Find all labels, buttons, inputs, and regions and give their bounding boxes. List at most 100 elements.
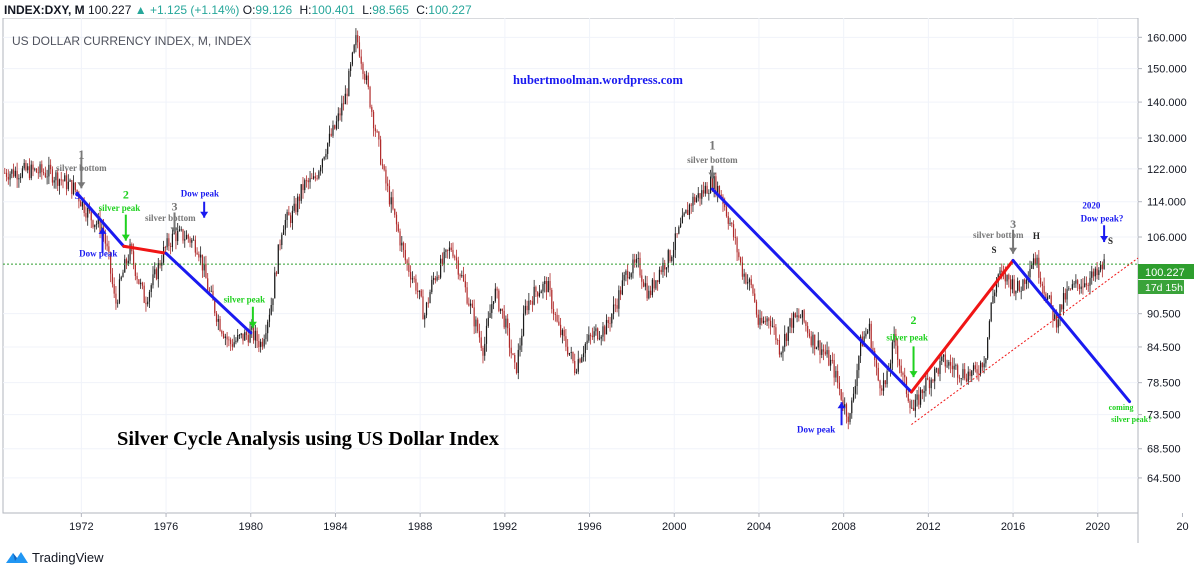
candle xyxy=(515,362,518,375)
candle xyxy=(1024,278,1026,291)
candle xyxy=(1094,266,1096,282)
candle xyxy=(448,241,451,259)
candle xyxy=(441,252,443,267)
trend-line[interactable] xyxy=(164,251,253,335)
candle xyxy=(387,176,389,193)
candle xyxy=(339,107,341,121)
candle xyxy=(454,254,456,261)
candle xyxy=(747,274,749,290)
candle xyxy=(697,187,699,202)
candle xyxy=(489,304,491,319)
arrow-icon xyxy=(1009,229,1018,254)
candle xyxy=(593,326,595,344)
candle xyxy=(962,363,964,381)
candle xyxy=(1031,261,1033,269)
candle xyxy=(794,312,796,319)
candle xyxy=(334,124,336,130)
candle xyxy=(612,296,615,320)
candle xyxy=(39,161,41,178)
candle xyxy=(397,221,399,233)
low-value: 98.565 xyxy=(372,3,409,17)
candle xyxy=(275,270,278,277)
candle xyxy=(284,213,286,236)
candle xyxy=(381,158,383,170)
candle xyxy=(902,371,904,383)
tradingview-brand[interactable]: TradingView xyxy=(6,547,104,567)
candle xyxy=(30,160,32,181)
candle xyxy=(831,352,833,364)
annotation-label: Dow peak xyxy=(79,249,117,259)
trend-line[interactable] xyxy=(122,244,168,255)
candle xyxy=(699,193,701,207)
candle xyxy=(505,315,507,334)
candle xyxy=(745,272,747,285)
candle xyxy=(1047,293,1049,301)
candle xyxy=(639,252,641,278)
candle xyxy=(155,267,158,281)
candle xyxy=(948,359,950,370)
support-line[interactable] xyxy=(911,257,1139,425)
candle xyxy=(27,163,29,174)
candle xyxy=(856,363,858,395)
candle xyxy=(35,168,38,173)
open-label: O: xyxy=(242,3,256,17)
candle xyxy=(230,337,232,351)
candle xyxy=(607,316,609,329)
candle xyxy=(665,267,668,278)
candle xyxy=(62,179,64,189)
candle xyxy=(95,220,98,230)
symbol-name[interactable]: INDEX:DXY, M xyxy=(4,3,85,17)
candle xyxy=(261,337,263,350)
candle xyxy=(634,253,636,268)
candle xyxy=(584,342,586,362)
candle xyxy=(964,362,966,381)
candle xyxy=(542,281,544,299)
candle xyxy=(404,243,406,265)
candle xyxy=(72,175,75,196)
candle xyxy=(521,328,523,352)
candle xyxy=(798,308,800,322)
trend-line[interactable] xyxy=(1011,258,1132,404)
candle xyxy=(228,336,230,347)
candle xyxy=(53,176,55,189)
trend-line[interactable] xyxy=(710,187,913,394)
candle xyxy=(701,184,703,205)
candle xyxy=(514,352,516,370)
y-tick-label: 114.000 xyxy=(1147,197,1186,209)
arrow-icon xyxy=(837,402,846,426)
trend-line[interactable] xyxy=(75,191,126,248)
candle xyxy=(185,230,188,240)
candle xyxy=(517,343,519,380)
trend-line[interactable] xyxy=(909,258,1015,394)
candle xyxy=(42,168,45,176)
candle xyxy=(191,237,193,248)
candle xyxy=(364,71,366,84)
candle xyxy=(625,269,627,282)
candle xyxy=(785,332,788,347)
candle xyxy=(732,220,735,241)
candle xyxy=(357,30,359,49)
candle xyxy=(770,315,772,335)
candle xyxy=(531,296,533,312)
candle xyxy=(390,191,392,213)
candle xyxy=(87,205,89,226)
candle xyxy=(16,162,18,188)
candle xyxy=(422,289,424,320)
candle xyxy=(192,235,195,241)
candle xyxy=(741,256,743,280)
candle xyxy=(618,285,620,317)
brand-name: TradingView xyxy=(32,549,104,565)
candle xyxy=(64,173,66,182)
x-tick-label: 1976 xyxy=(154,521,178,533)
candle xyxy=(380,135,382,166)
candle xyxy=(394,208,396,218)
plot-area[interactable] xyxy=(2,18,1139,514)
candle xyxy=(563,326,565,341)
candle xyxy=(628,271,631,280)
candle xyxy=(485,318,488,352)
candle xyxy=(528,292,530,315)
candle xyxy=(1061,304,1063,312)
x-tick-label: 1972 xyxy=(69,521,93,533)
candle xyxy=(268,308,271,328)
